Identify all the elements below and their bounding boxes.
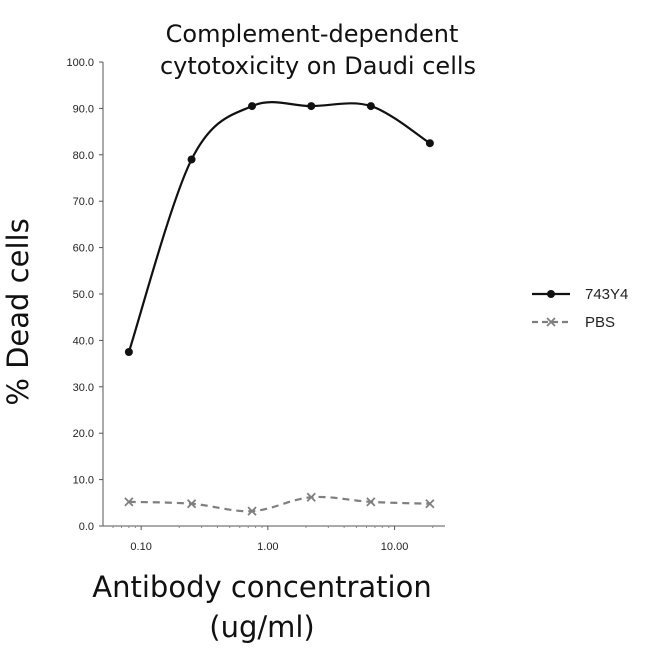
legend-marker-pbs — [546, 317, 556, 327]
data-point-pbs — [186, 499, 197, 509]
data-point-cross — [124, 497, 134, 507]
x-tick-labels: 0.10 1.00 10.00 — [130, 541, 408, 553]
data-point-cross — [247, 506, 257, 516]
y-tick-label: 90.0 — [73, 103, 94, 115]
series-line-743y4 — [127, 101, 431, 353]
data-point-743y4 — [425, 139, 434, 148]
y-tick-labels: 0.0 10.0 20.0 30.0 40.0 50.0 60.0 70.0 80.0 90.0 1… — [66, 57, 94, 533]
data-point-pbs — [124, 497, 134, 507]
data-point-743y4 — [307, 102, 316, 111]
data-point-cross — [425, 499, 435, 509]
y-tick-label: 70.0 — [73, 196, 94, 208]
y-tick-label: 80.0 — [73, 150, 94, 162]
data-point-pbs — [425, 499, 435, 509]
legend-label-743y4: 743Y4 — [585, 286, 628, 303]
series-line-pbs — [128, 495, 430, 513]
y-tick-label: 40.0 — [73, 335, 94, 347]
y-tick-label: 60.0 — [73, 243, 94, 255]
data-point-pbs — [366, 497, 376, 507]
x-axis-label-line-2: (ug/ml) — [209, 610, 315, 644]
y-tick-label: 50.0 — [73, 289, 94, 301]
series-layer — [124, 101, 435, 516]
data-point-743y4 — [187, 155, 196, 164]
y-tick-label: 20.0 — [73, 428, 94, 440]
data-point-pbs — [306, 492, 316, 502]
data-point-cross — [366, 497, 376, 507]
legend: 743Y4 PBS — [532, 286, 628, 331]
y-tick-label: 10.0 — [73, 475, 94, 487]
chart-title-line-1: Complement-dependent — [166, 20, 459, 48]
x-tick-label: 10.00 — [381, 541, 409, 553]
data-point-743y4 — [124, 348, 133, 356]
legend-marker-cross — [546, 317, 556, 327]
y-tick-label: 100.0 — [66, 57, 94, 69]
axes — [99, 61, 445, 530]
legend-label-pbs: PBS — [585, 314, 615, 331]
x-axis-label-line-1: Antibody concentration — [92, 570, 431, 604]
data-point-pbs — [247, 506, 257, 516]
data-point-cross — [186, 499, 197, 509]
y-tick-label: 0.0 — [79, 521, 94, 533]
x-tick-label: 1.00 — [257, 541, 278, 553]
x-tick-label: 0.10 — [130, 541, 151, 553]
legend-marker-743y4 — [547, 290, 555, 298]
y-axis-label: % Dead cells — [1, 218, 35, 405]
y-tick-label: 30.0 — [73, 382, 94, 394]
data-point-743y4 — [366, 102, 375, 111]
data-point-743y4 — [248, 102, 257, 111]
chart-title-line-2: cytotoxicity on Daudi cells — [160, 52, 476, 80]
data-point-cross — [306, 492, 316, 502]
